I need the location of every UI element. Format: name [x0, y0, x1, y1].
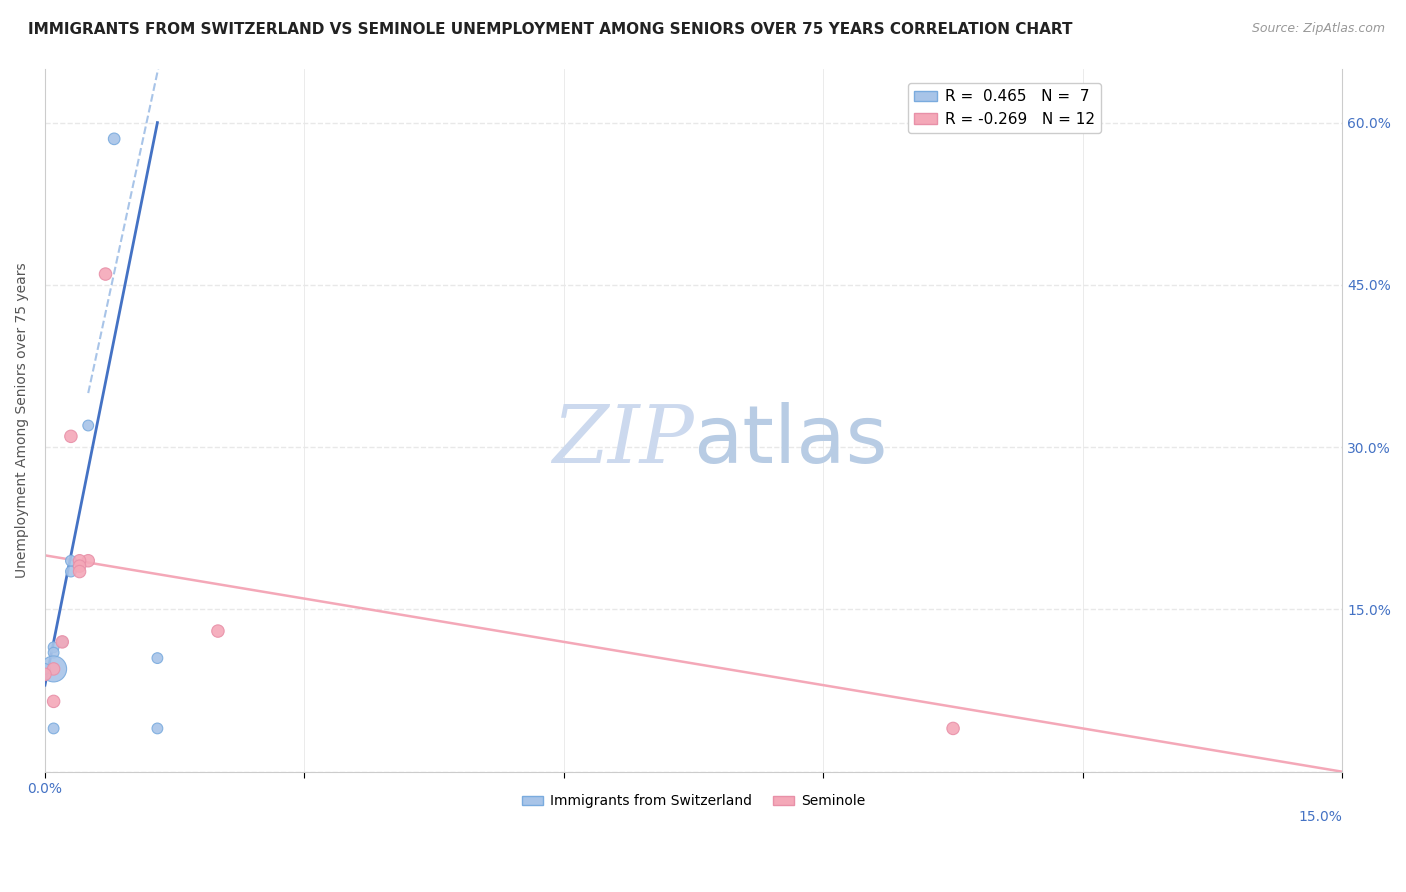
Text: Source: ZipAtlas.com: Source: ZipAtlas.com	[1251, 22, 1385, 36]
Point	[207, 624, 229, 638]
Point	[42, 640, 65, 655]
Point	[69, 554, 91, 568]
Point	[42, 722, 65, 736]
Point	[59, 554, 82, 568]
Point	[103, 132, 125, 146]
Legend: Immigrants from Switzerland, Seminole: Immigrants from Switzerland, Seminole	[517, 789, 870, 814]
Point	[42, 662, 65, 676]
Point	[146, 722, 169, 736]
Point	[34, 667, 56, 681]
Text: ZIP: ZIP	[553, 402, 693, 480]
Text: IMMIGRANTS FROM SWITZERLAND VS SEMINOLE UNEMPLOYMENT AMONG SENIORS OVER 75 YEARS: IMMIGRANTS FROM SWITZERLAND VS SEMINOLE …	[28, 22, 1073, 37]
Point	[942, 722, 965, 736]
Point	[94, 267, 117, 281]
Point	[34, 662, 56, 676]
Point	[42, 646, 65, 660]
Point	[69, 559, 91, 574]
Point	[59, 565, 82, 579]
Text: 15.0%: 15.0%	[1298, 810, 1343, 824]
Point	[51, 635, 73, 649]
Point	[77, 554, 100, 568]
Y-axis label: Unemployment Among Seniors over 75 years: Unemployment Among Seniors over 75 years	[15, 262, 30, 578]
Point	[77, 418, 100, 433]
Point	[42, 662, 65, 676]
Point	[69, 565, 91, 579]
Text: atlas: atlas	[693, 402, 889, 480]
Point	[51, 635, 73, 649]
Point	[59, 429, 82, 443]
Point	[42, 694, 65, 708]
Point	[146, 651, 169, 665]
